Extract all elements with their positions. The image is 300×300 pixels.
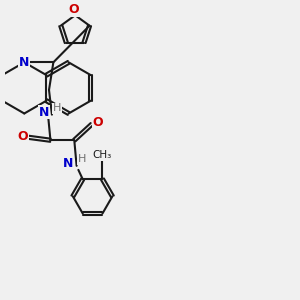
Text: N: N (19, 56, 29, 69)
Text: O: O (92, 116, 103, 129)
Text: H: H (53, 103, 61, 113)
Text: O: O (68, 4, 79, 16)
Text: H: H (78, 154, 86, 164)
Text: N: N (63, 157, 74, 170)
Text: CH₃: CH₃ (93, 150, 112, 161)
Text: O: O (17, 130, 28, 143)
Text: N: N (39, 106, 49, 119)
